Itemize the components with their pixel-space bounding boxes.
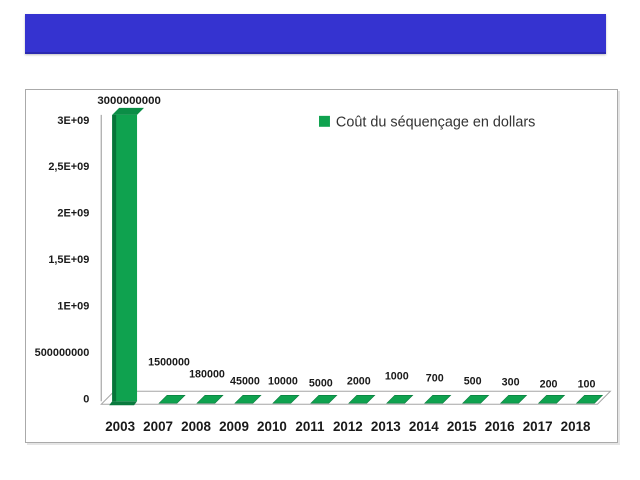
x-axis-year-label: 2010	[257, 419, 287, 434]
bar-slab	[158, 394, 186, 404]
bar-side	[112, 114, 117, 402]
bar-slab	[499, 394, 528, 404]
bar-front	[112, 114, 138, 402]
y-tick-label: 1,5E+09	[48, 254, 89, 266]
bar-value-label: 180000	[189, 368, 225, 380]
y-tick-label: 2,5E+09	[48, 161, 89, 173]
bar-value-label: 10000	[268, 375, 298, 387]
x-axis-year-label: 2008	[181, 419, 211, 434]
sequencing-cost-chart: 3E+09 2,5E+09 2E+09 1,5E+09 1E+09 500000000 0 3…	[35, 95, 612, 434]
bar-value-label: 5000	[309, 377, 333, 389]
bar-slab	[234, 394, 262, 404]
title-banner	[25, 14, 606, 54]
x-axis-year-label: 2013	[371, 419, 401, 434]
bar-value-label: 200	[540, 378, 558, 390]
bar-base-shadow	[109, 401, 138, 406]
y-tick-label: 3E+09	[57, 115, 89, 127]
bar-slab	[386, 394, 414, 404]
bar-value-label: 1000	[385, 370, 409, 382]
legend-marker	[319, 115, 330, 127]
bar-value-label: 500	[464, 375, 482, 387]
legend-label: Coût du séquençage en dollars	[336, 114, 535, 130]
bar-top	[112, 107, 145, 115]
x-axis-year-label: 2011	[295, 419, 325, 434]
bar-slab	[348, 394, 376, 404]
x-axis-year-label: 2017	[523, 419, 553, 434]
x-axis-year-label: 2018	[561, 419, 591, 434]
y-tick-label: 0	[83, 393, 89, 405]
x-axis-year-label: 2016	[485, 419, 515, 434]
bar-slab	[462, 394, 490, 404]
bar-value-label: 45000	[230, 375, 260, 387]
bar-slab	[575, 394, 604, 404]
bar-slab	[196, 394, 224, 404]
x-axis-year-label: 2015	[447, 419, 477, 434]
y-tick-label: 1E+09	[57, 301, 89, 313]
bar-slab	[537, 394, 566, 404]
bar-slab	[272, 394, 300, 404]
bar-value-label: 3000000000	[97, 95, 161, 107]
bar-slab	[310, 394, 338, 404]
bar-value-label: 1500000	[148, 356, 190, 368]
bar-value-label: 100	[578, 378, 596, 390]
y-tick-label: 2E+09	[57, 208, 89, 220]
chart-frame: 3E+09 2,5E+09 2E+09 1,5E+09 1E+09 500000000 0 3…	[25, 89, 618, 443]
y-tick-label: 500000000	[35, 347, 90, 359]
bar-value-label: 700	[426, 372, 444, 384]
bar-value-label: 2000	[347, 375, 371, 387]
x-axis-year-label: 2003	[105, 419, 135, 434]
x-axis-year-label: 2007	[143, 419, 173, 434]
x-axis-year-label: 2014	[409, 419, 439, 434]
x-axis-year-label: 2012	[333, 419, 363, 434]
bar-slab	[424, 394, 452, 404]
bar-value-label: 300	[502, 376, 520, 388]
x-axis-year-label: 2009	[219, 419, 249, 434]
